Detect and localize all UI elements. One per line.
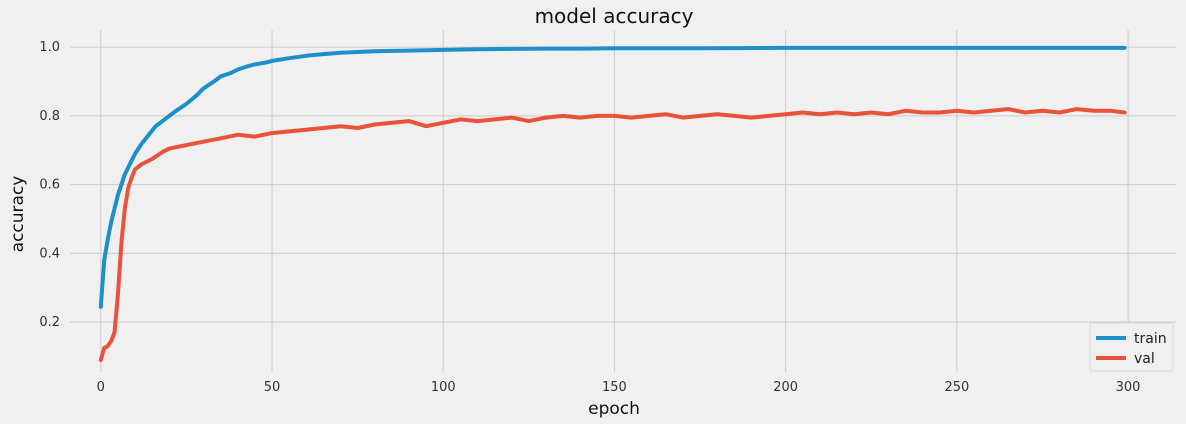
y-axis-title: accuracy bbox=[8, 176, 28, 253]
chart-title: model accuracy bbox=[535, 4, 694, 28]
tick-labels: 0 50 100 150 200 250 300 0.2 0.4 0.6 0.8 1.0 bbox=[39, 40, 1140, 395]
x-tick-label: 0 bbox=[97, 380, 105, 395]
x-tick-label: 150 bbox=[602, 380, 627, 395]
legend-label-val: val bbox=[1134, 351, 1155, 367]
series-lines bbox=[98, 45, 1127, 362]
y-tick-label: 0.2 bbox=[39, 315, 60, 330]
x-tick-label: 250 bbox=[944, 380, 969, 395]
x-tick-label: 300 bbox=[1116, 380, 1141, 395]
legend-label-train: train bbox=[1134, 331, 1167, 347]
x-axis-title: epoch bbox=[588, 399, 640, 419]
y-tick-label: 0.8 bbox=[39, 109, 60, 124]
y-tick-label: 1.0 bbox=[39, 40, 60, 55]
x-tick-label: 200 bbox=[773, 380, 798, 395]
x-tick-label: 50 bbox=[264, 380, 281, 395]
series-line-val bbox=[98, 107, 1127, 362]
y-tick-label: 0.4 bbox=[39, 246, 60, 261]
y-tick-label: 0.6 bbox=[39, 178, 60, 193]
x-tick-label: 100 bbox=[431, 380, 456, 395]
series-line-train bbox=[98, 45, 1127, 309]
legend: train val bbox=[1089, 322, 1174, 372]
